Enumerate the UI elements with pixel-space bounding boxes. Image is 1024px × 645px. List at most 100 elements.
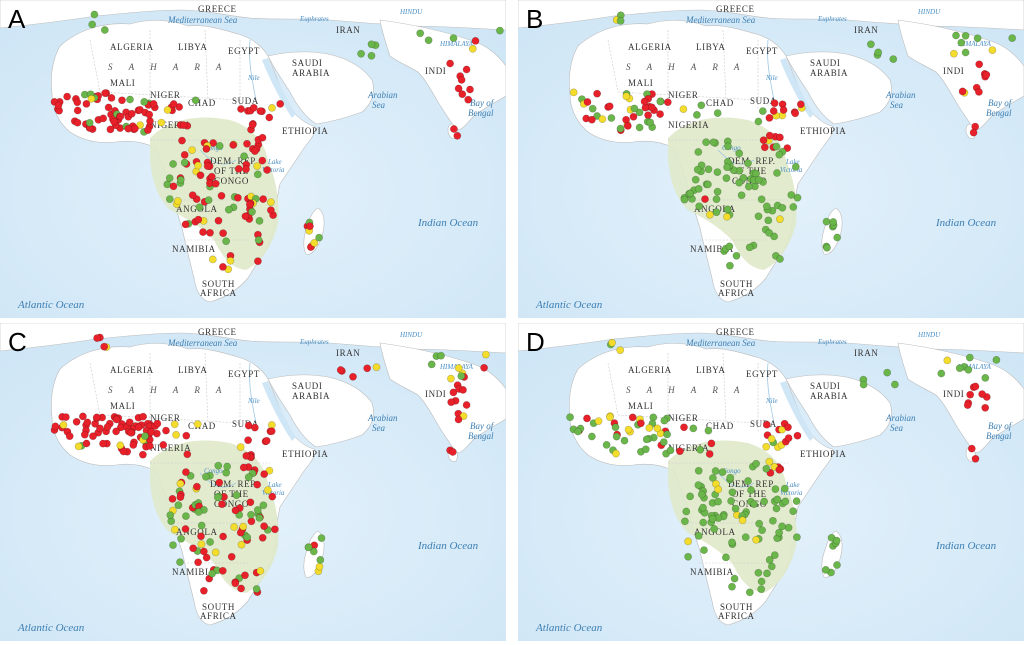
- map-label-hindu: HINDU: [917, 8, 941, 16]
- green-site-marker: [180, 158, 189, 167]
- green-site-marker: [697, 101, 706, 110]
- map-label-bay2: Bengal: [986, 431, 1012, 441]
- red-site-marker: [202, 144, 211, 153]
- green-site-marker: [357, 49, 365, 58]
- red-site-marker: [250, 147, 259, 155]
- green-site-marker: [821, 565, 830, 574]
- green-site-marker: [126, 95, 134, 104]
- green-site-marker: [680, 195, 689, 204]
- map-label-saudi2: ARABIA: [810, 391, 848, 401]
- arabia-landmass: [785, 374, 892, 448]
- yellow-site-marker: [74, 442, 83, 451]
- red-site-marker: [982, 70, 991, 79]
- map-label-lake1: Lake: [785, 481, 800, 489]
- green-site-marker: [770, 551, 779, 559]
- green-site-marker: [611, 423, 620, 432]
- map-label-atlantic: Atlantic Ocean: [535, 299, 603, 311]
- red-site-marker: [242, 165, 250, 174]
- green-site-marker: [755, 519, 764, 528]
- green-site-marker: [367, 51, 376, 60]
- map-label-mali: MALI: [628, 401, 653, 411]
- green-site-marker: [194, 508, 203, 516]
- map-label-ethiopia: ETHIOPIA: [800, 126, 846, 136]
- green-site-marker: [254, 236, 263, 244]
- red-site-marker: [181, 525, 190, 533]
- green-site-marker: [757, 195, 766, 204]
- map-label-nigeria: NIGERIA: [668, 120, 709, 130]
- red-site-marker: [336, 366, 345, 374]
- yellow-site-marker: [136, 121, 144, 129]
- red-site-marker: [107, 94, 116, 102]
- green-site-marker: [309, 547, 318, 556]
- map-label-arabian1: Arabian: [885, 90, 916, 100]
- map-label-hindu: HINDU: [917, 331, 941, 339]
- red-site-marker: [62, 413, 70, 421]
- green-site-marker: [704, 165, 713, 174]
- green-site-marker: [244, 473, 253, 482]
- map-label-himalaya: HIMALAYA: [439, 40, 474, 48]
- map-label-nigeria: NIGERIA: [150, 120, 191, 130]
- green-site-marker: [223, 462, 232, 471]
- green-site-marker: [449, 34, 458, 42]
- red-site-marker: [168, 494, 177, 503]
- map-label-arabian2: Sea: [890, 100, 903, 110]
- map-label-himalaya: HIMALAYA: [957, 40, 992, 48]
- map-label-sahara: S A H A R A: [108, 62, 228, 72]
- panel-label: A: [8, 4, 26, 34]
- map-label-south2: AFRICA: [200, 288, 237, 298]
- red-site-marker: [969, 128, 978, 137]
- green-site-marker: [767, 562, 776, 571]
- green-site-marker: [833, 561, 841, 569]
- red-site-marker: [245, 200, 254, 209]
- red-site-marker: [701, 195, 709, 203]
- map-label-greece: GREECE: [198, 4, 237, 14]
- green-site-marker: [832, 536, 841, 545]
- map-label-nigeria: NIGERIA: [668, 443, 709, 453]
- red-site-marker: [211, 179, 220, 188]
- red-site-marker: [89, 432, 97, 441]
- green-site-marker: [141, 432, 149, 440]
- green-site-marker: [822, 217, 831, 226]
- map-label-lake2: Victoria: [780, 489, 803, 497]
- green-site-marker: [437, 351, 445, 360]
- map-label-niger: NIGER: [150, 90, 181, 100]
- map-label-egypt: EGYPT: [228, 369, 260, 379]
- green-site-marker: [691, 175, 700, 184]
- red-site-marker: [199, 228, 207, 236]
- green-site-marker: [206, 538, 214, 546]
- red-site-marker: [453, 131, 462, 140]
- red-site-marker: [462, 401, 471, 409]
- red-site-marker: [51, 422, 60, 431]
- red-site-marker: [145, 110, 154, 119]
- red-site-marker: [462, 65, 471, 74]
- red-site-marker: [447, 398, 456, 407]
- red-site-marker: [178, 136, 186, 145]
- red-site-marker: [218, 500, 226, 509]
- green-site-marker: [714, 497, 722, 506]
- green-site-marker: [686, 189, 695, 198]
- map-label-niger: NIGER: [668, 413, 699, 423]
- green-site-marker: [889, 55, 898, 63]
- map-label-saudi2: ARABIA: [292, 391, 330, 401]
- red-site-marker: [249, 103, 258, 112]
- red-site-marker: [241, 212, 250, 221]
- green-site-marker: [315, 233, 323, 242]
- red-site-marker: [775, 465, 784, 474]
- red-site-marker: [180, 150, 189, 159]
- red-site-marker: [974, 88, 983, 96]
- red-site-marker: [231, 506, 240, 515]
- yellow-site-marker: [762, 442, 771, 451]
- green-site-marker: [427, 360, 436, 369]
- green-site-marker: [659, 438, 668, 446]
- red-site-marker: [796, 100, 805, 109]
- red-site-marker: [127, 428, 135, 437]
- map-label-india: INDI: [943, 389, 964, 399]
- green-site-marker: [317, 534, 326, 542]
- green-site-marker: [1008, 34, 1017, 42]
- red-site-marker: [705, 450, 714, 458]
- red-site-marker: [448, 448, 457, 456]
- red-site-marker: [234, 164, 243, 173]
- red-site-marker: [265, 113, 274, 122]
- green-site-marker: [731, 504, 740, 513]
